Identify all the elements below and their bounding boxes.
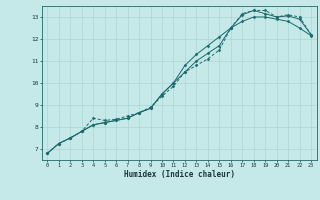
X-axis label: Humidex (Indice chaleur): Humidex (Indice chaleur) xyxy=(124,170,235,179)
